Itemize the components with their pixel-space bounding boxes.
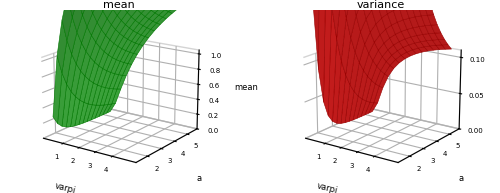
- Title: mean: mean: [103, 0, 135, 10]
- Y-axis label: a: a: [458, 174, 464, 183]
- X-axis label: varpi: varpi: [54, 181, 77, 193]
- Title: variance: variance: [357, 0, 405, 10]
- Y-axis label: a: a: [196, 174, 202, 183]
- X-axis label: varpi: varpi: [316, 181, 339, 193]
